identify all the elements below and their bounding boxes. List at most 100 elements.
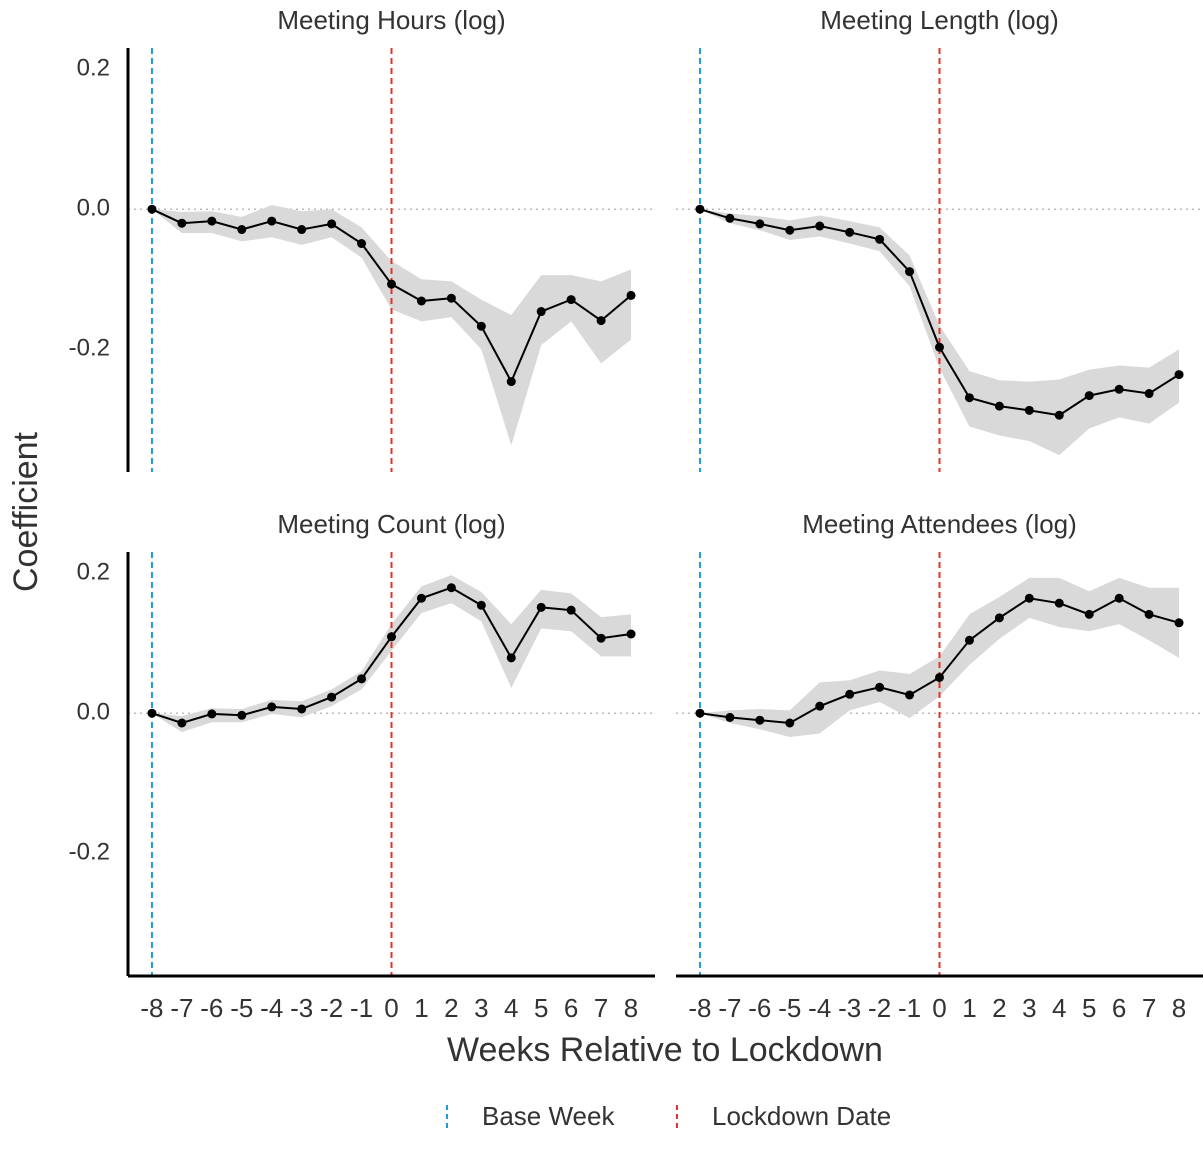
x-tick-label: 7 <box>594 993 608 1023</box>
y-tick-label: 0.2 <box>77 54 110 81</box>
x-tick-label: 3 <box>1022 993 1036 1023</box>
x-tick-label: 2 <box>992 993 1006 1023</box>
data-point <box>1024 593 1034 603</box>
x-tick-label: -1 <box>898 993 921 1023</box>
data-point <box>935 342 944 352</box>
data-point <box>725 213 735 223</box>
data-point <box>1114 593 1124 603</box>
x-tick-label: 7 <box>1142 993 1156 1023</box>
data-point <box>994 613 1004 623</box>
x-tick-label: 0 <box>384 993 398 1023</box>
data-point <box>147 204 157 214</box>
data-point <box>1084 391 1094 401</box>
x-tick-label: -2 <box>868 993 891 1023</box>
data-point <box>476 321 486 331</box>
data-point <box>297 225 307 235</box>
data-point <box>845 227 855 237</box>
data-point <box>387 279 396 289</box>
legend-label: Lockdown Date <box>712 1101 891 1131</box>
y-tick-label: -0.2 <box>69 335 110 362</box>
data-point <box>695 708 705 718</box>
x-tick-label: -1 <box>350 993 373 1023</box>
y-tick-label: 0.2 <box>77 558 110 585</box>
data-point <box>596 316 606 326</box>
data-point <box>177 718 187 728</box>
data-point <box>147 708 157 718</box>
data-point <box>905 267 915 277</box>
x-axis-label: Weeks Relative to Lockdown <box>447 1031 883 1069</box>
x-tick-label: -3 <box>290 993 313 1023</box>
data-point <box>1084 609 1094 619</box>
data-point <box>267 216 277 226</box>
data-point <box>327 692 337 702</box>
x-tick-label: -8 <box>688 993 711 1023</box>
x-tick-label: -4 <box>260 993 283 1023</box>
data-point <box>536 307 546 317</box>
data-point <box>177 218 187 228</box>
x-tick-label: 4 <box>1052 993 1066 1023</box>
x-tick-label: 4 <box>504 993 518 1023</box>
panel-title: Meeting Hours (log) <box>277 5 505 35</box>
data-point <box>237 710 247 720</box>
x-tick-label: 8 <box>1172 993 1186 1023</box>
x-tick-label: -2 <box>320 993 343 1023</box>
panel-title: Meeting Length (log) <box>820 5 1058 35</box>
data-point <box>416 296 426 306</box>
y-axis-label: Coefficient <box>7 431 45 592</box>
data-point <box>1054 410 1064 420</box>
data-point <box>446 293 456 303</box>
data-point <box>875 682 885 692</box>
data-point <box>207 216 217 226</box>
data-point <box>845 689 855 699</box>
data-point <box>327 219 337 229</box>
data-point <box>536 602 546 612</box>
x-tick-label: 8 <box>624 993 638 1023</box>
confidence-band <box>151 575 632 733</box>
data-point <box>994 401 1004 411</box>
data-point <box>935 672 944 682</box>
data-point <box>506 377 516 387</box>
data-point <box>566 295 576 305</box>
panel-title: Meeting Attendees (log) <box>802 509 1077 539</box>
data-point <box>815 701 825 711</box>
x-tick-label: -7 <box>170 993 193 1023</box>
data-point <box>387 632 396 642</box>
data-point <box>357 674 367 684</box>
data-point <box>267 702 277 712</box>
x-tick-label: -4 <box>808 993 831 1023</box>
x-tick-label: -5 <box>778 993 801 1023</box>
x-tick-label: 5 <box>534 993 548 1023</box>
data-point <box>416 593 426 603</box>
data-point <box>207 709 217 719</box>
data-point <box>785 718 795 728</box>
x-tick-label: 3 <box>474 993 488 1023</box>
x-tick-label: 5 <box>1082 993 1096 1023</box>
data-point <box>1144 609 1154 619</box>
x-tick-label: 1 <box>962 993 976 1023</box>
x-tick-label: 6 <box>564 993 578 1023</box>
x-tick-label: -7 <box>718 993 741 1023</box>
data-point <box>566 605 576 615</box>
x-tick-label: 6 <box>1112 993 1126 1023</box>
x-tick-label: -3 <box>838 993 861 1023</box>
data-point <box>875 234 885 244</box>
data-point <box>964 393 974 403</box>
data-point <box>237 225 247 235</box>
data-point <box>905 690 915 700</box>
x-tick-label: 1 <box>414 993 428 1023</box>
data-point <box>964 635 974 645</box>
x-tick-label: 2 <box>444 993 458 1023</box>
data-point <box>626 290 636 300</box>
data-point <box>476 600 486 610</box>
x-tick-label: -6 <box>748 993 771 1023</box>
x-tick-label: 0 <box>932 993 946 1023</box>
legend-label: Base Week <box>482 1101 615 1131</box>
data-point <box>506 653 516 663</box>
data-point <box>357 239 367 249</box>
data-point <box>1174 370 1184 380</box>
data-point <box>725 712 735 722</box>
data-point <box>755 715 765 725</box>
data-point <box>1174 618 1184 628</box>
data-point <box>1114 384 1124 394</box>
